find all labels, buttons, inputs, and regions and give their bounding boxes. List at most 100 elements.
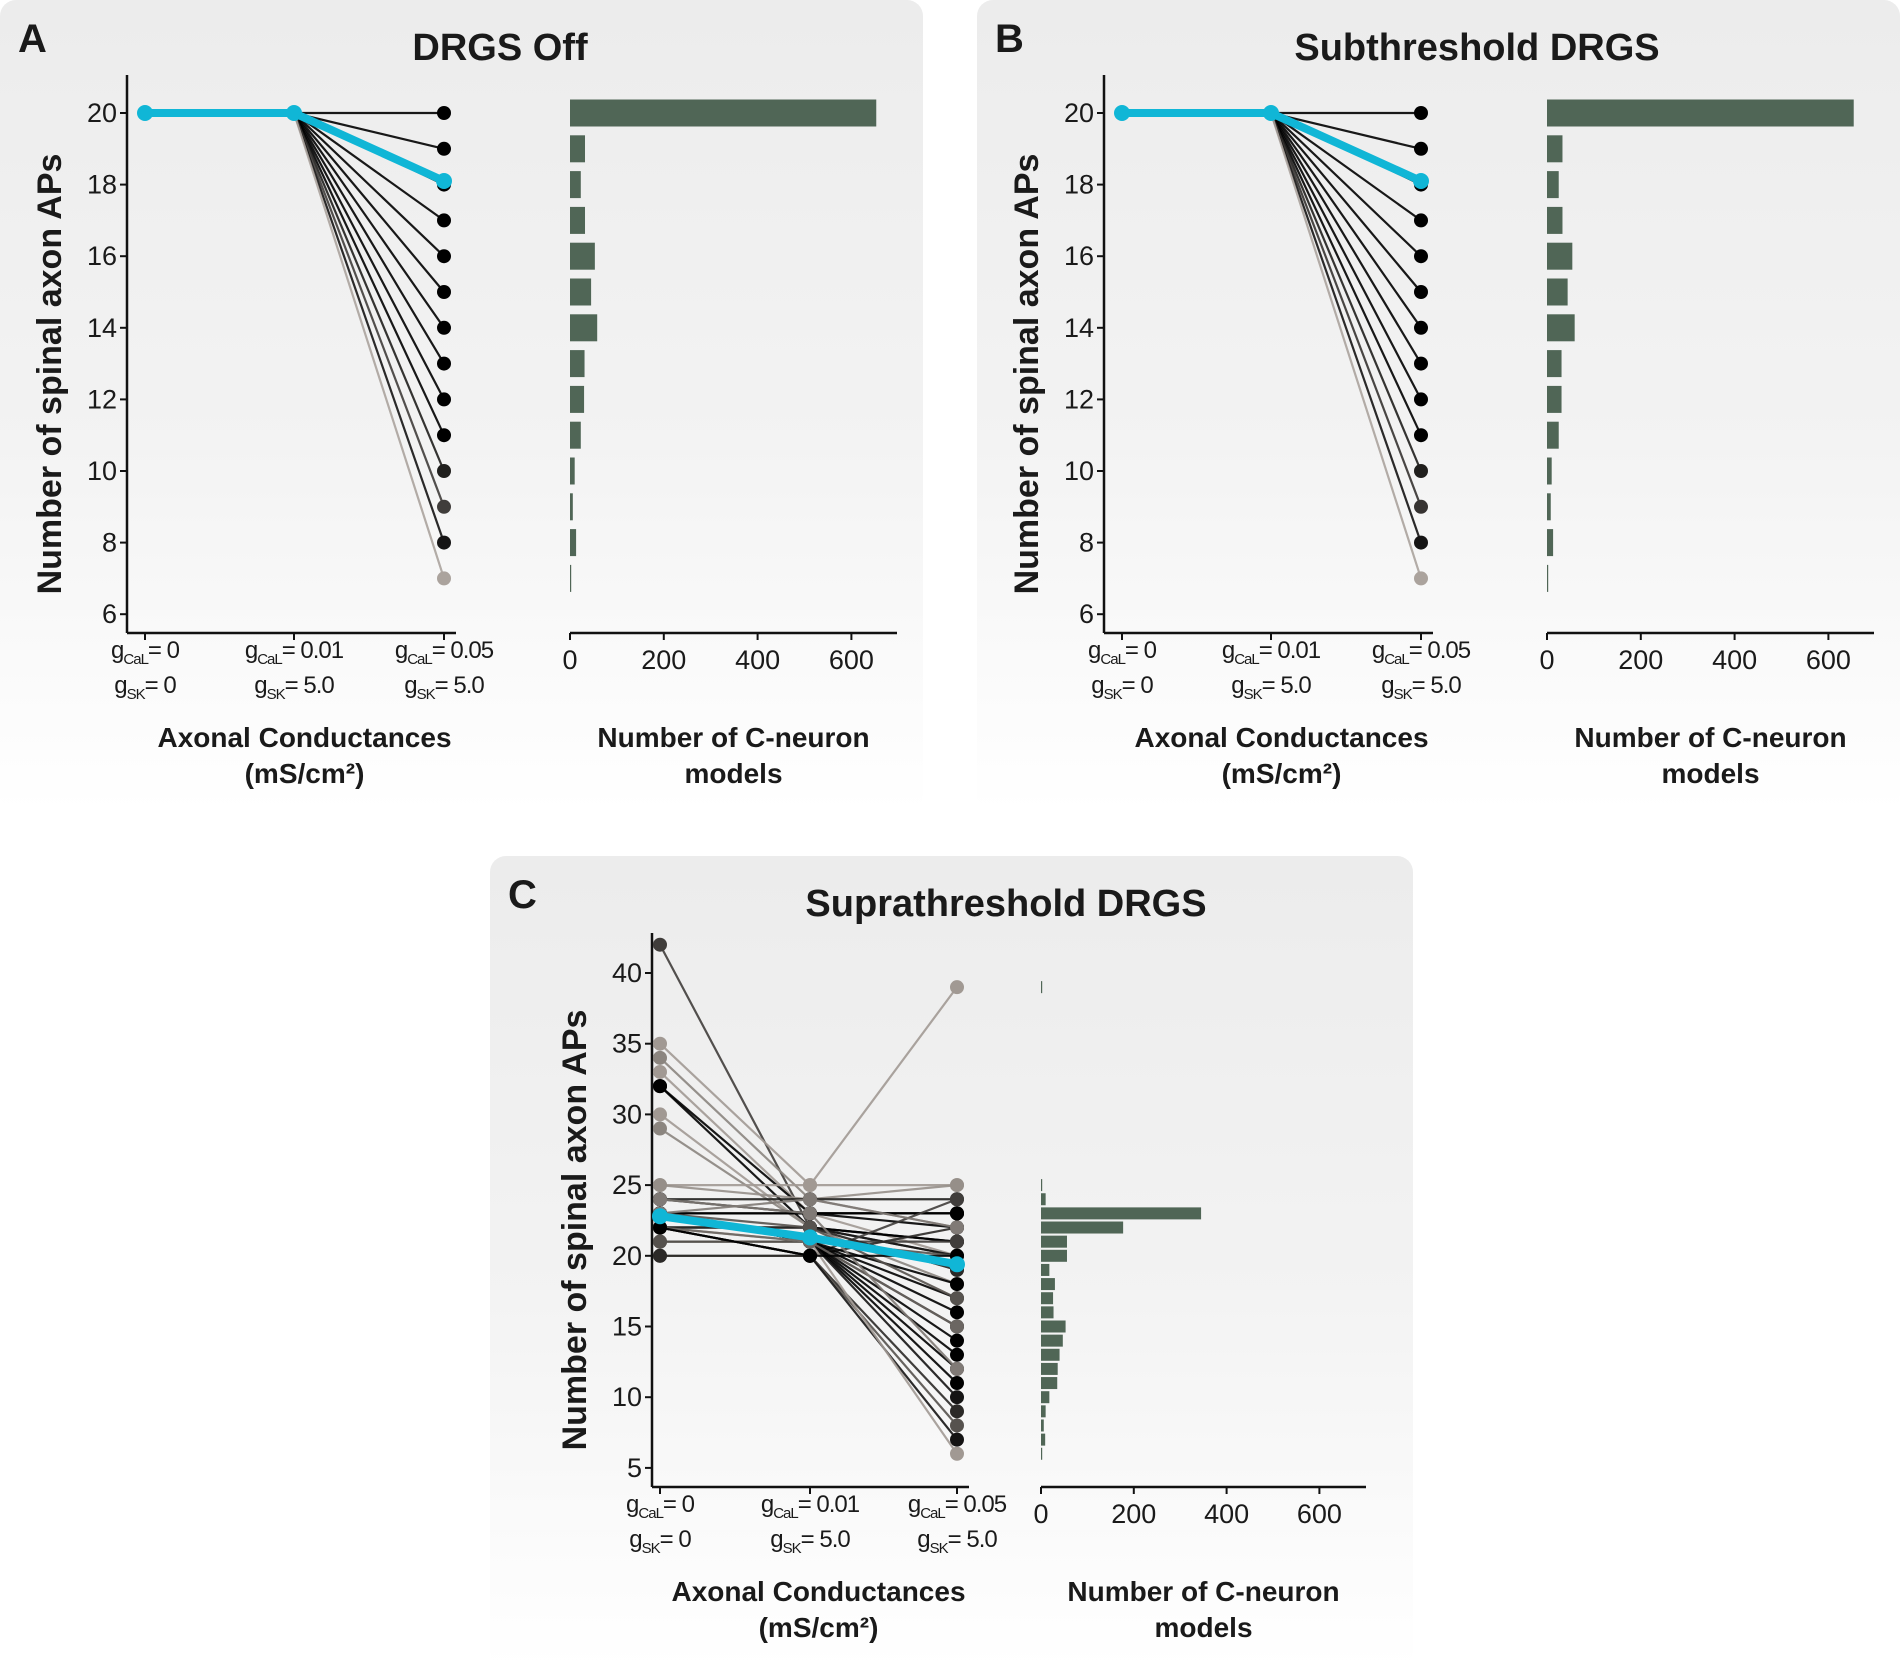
x-tick-label-sk: gSK= 5.0 [917,1526,997,1557]
panel-letter: C [508,873,537,917]
trajectory-point [653,1192,667,1207]
mean-point [1413,173,1429,190]
y-tick-label: 6 [102,599,117,629]
y-tick-label: 20 [612,1241,642,1271]
histogram-bar [1041,1207,1202,1220]
g-symbol: g [245,637,257,664]
y-tick-label: 8 [1079,528,1094,558]
chart-svg: A DRGS Off Number of spinal axon APs 6 8 10 12… [18,17,897,789]
cal-subscript: CaL [1100,651,1125,668]
histogram-bar [1547,99,1854,127]
g-symbol: g [1091,672,1103,699]
hist-x-axis-title: Number of C-neuron [597,722,869,753]
trajectory-point [950,1234,964,1249]
y-tick-label: 18 [1064,170,1094,200]
trajectory-point [803,1192,817,1207]
cal-subscript: CaL [123,651,148,668]
hist-x-tick-label: 200 [641,645,686,675]
y-tick-label: 12 [1064,384,1094,414]
g-symbol: g [761,1491,773,1518]
trajectory-point [950,1376,964,1391]
panel-letter: B [995,17,1024,61]
x-tick-label-sk: gSK= 0 [114,672,176,703]
trajectory-point [950,1305,964,1320]
sk-subscript: SK [1104,686,1123,703]
histogram-bar [1547,135,1563,163]
x-tick-label-cal: gCaL= 0.01 [245,637,344,668]
histogram-bar [1041,1249,1067,1262]
trajectory-point [437,213,451,228]
y-tick-label: 15 [612,1312,642,1342]
histogram-bar [1041,1235,1067,1248]
y-tick-label: 10 [87,456,117,486]
histogram-bar [570,421,581,449]
trajectory-line [1122,111,1423,508]
trajectory-point [653,1036,667,1051]
x-axis-title: Axonal Conductances [671,1576,965,1607]
cal-value: = 0.05 [432,637,494,664]
sk-value: = 5.0 [948,1526,998,1553]
x-axis-title: Axonal Conductances [1134,722,1428,753]
y-tick-label: 20 [1064,98,1094,128]
y-tick-label: 10 [612,1382,642,1412]
panel-letter: A [18,17,47,61]
trajectory-line [1122,111,1422,257]
hist-x-tick-label: 400 [735,645,780,675]
trajectory-line [145,111,446,508]
sk-value: = 5.0 [435,672,485,699]
sk-subscript: SK [642,1540,661,1557]
trajectory-point [950,1361,964,1376]
trajectory-point [1414,285,1428,299]
mean-point [436,173,452,190]
hist-x-tick-label: 400 [1712,645,1757,675]
cal-value: = 0 [148,637,180,664]
histogram-bar [1041,1405,1046,1418]
g-symbol: g [1231,672,1243,699]
trajectory-line [1122,111,1422,400]
trajectory-point [950,1178,964,1193]
x-tick-label-cal: gCaL= 0.05 [1372,637,1471,668]
cal-value: = 0.01 [282,637,344,664]
sk-subscript: SK [783,1540,802,1557]
trajectory-point [437,141,451,156]
trajectory-point [653,937,667,952]
trajectory-point [803,1248,817,1263]
sk-value: = 0 [145,672,177,699]
trajectory-line [145,111,446,579]
trajectory-point [1414,571,1428,586]
hist-x-axis-title: Number of C-neuron [1067,1576,1339,1607]
g-symbol: g [770,1526,782,1553]
hist-x-tick-label: 200 [1618,645,1663,675]
histogram-bar [570,493,573,521]
hist-x-tick-label: 200 [1111,1499,1156,1529]
histogram-bar [570,171,581,199]
trajectory-line [145,111,445,257]
cal-value: = 0.01 [798,1491,860,1518]
mean-point [137,105,153,121]
trajectory-line [1122,111,1423,543]
histogram-bar [570,350,585,378]
sk-subscript: SK [1244,686,1263,703]
x-tick-label-cal: gCaL= 0.01 [1222,637,1321,668]
histogram-bar [1041,1193,1046,1206]
trajectory-point [653,1220,667,1235]
g-symbol: g [114,672,126,699]
mean-point [949,1256,965,1273]
trajectory-point [1414,356,1428,371]
histogram-bar [1041,1377,1058,1390]
g-symbol: g [111,637,123,664]
y-tick-label: 35 [612,1029,642,1059]
histogram-bar [1041,1334,1063,1347]
y-tick-label: 6 [1079,599,1094,629]
trajectory-point [653,1234,667,1249]
cal-subscript: CaL [1234,651,1259,668]
hist-x-axis-title: models [684,758,782,789]
trajectory-point [950,1206,964,1221]
g-symbol: g [917,1526,929,1553]
cal-value: = 0 [663,1491,695,1518]
y-axis-label: Number of spinal axon APs [1008,154,1046,595]
y-tick-label: 12 [87,384,117,414]
trajectory-point [950,1432,964,1447]
hist-x-tick-label: 0 [562,645,577,675]
cal-subscript: CaL [1384,651,1409,668]
